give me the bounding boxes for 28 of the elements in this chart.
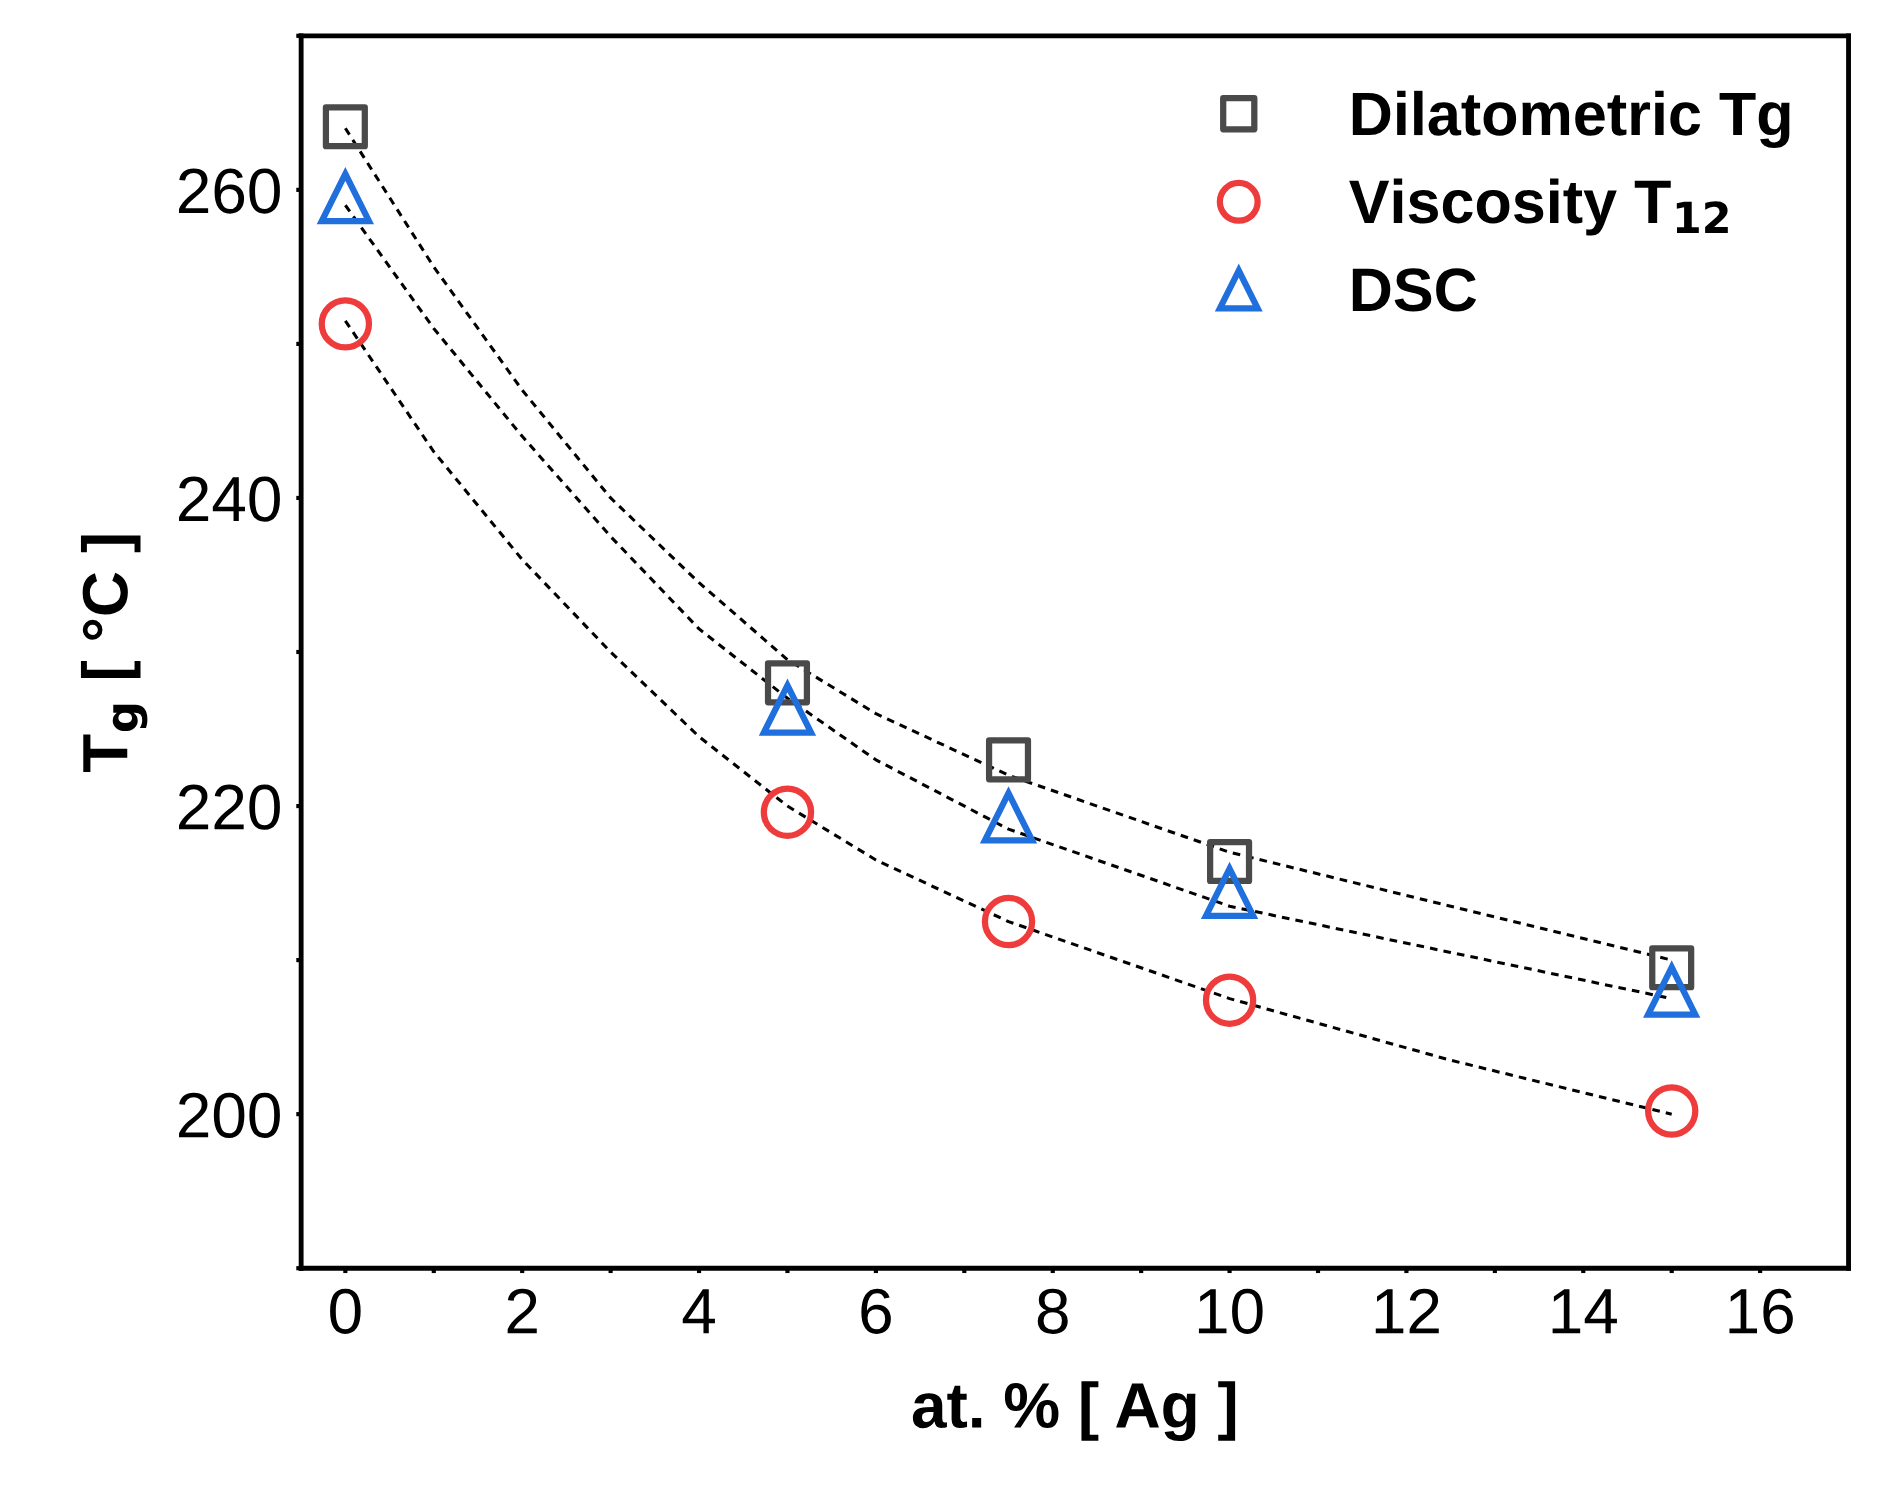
point: [318, 297, 373, 351]
point: [322, 104, 368, 150]
legend-label: Viscosity T$_{12}$: [1349, 178, 1728, 236]
x-tick-label: 8: [1037, 1288, 1068, 1334]
x-tick-label: 4: [682, 1289, 715, 1334]
y-tick-label: 220: [179, 784, 280, 830]
point: [981, 894, 1036, 949]
legend-label: Dilatometric Tg: [1352, 90, 1790, 149]
y-tick-label: 260: [179, 168, 280, 214]
point: [985, 737, 1032, 783]
point: [1207, 838, 1253, 885]
x-tick-label: 12: [1375, 1288, 1439, 1334]
point: [764, 660, 811, 706]
y-tick-label: 200: [179, 1092, 280, 1138]
y-axis-title: T$_{g}$ [ °C ]: [80, 535, 148, 773]
legend-label: DSC: [1352, 268, 1477, 312]
x-tick-label: 10: [1198, 1288, 1263, 1334]
point: [1644, 1084, 1699, 1138]
y-tick-label: 240: [179, 476, 280, 522]
x-tick-label: 2: [507, 1288, 537, 1334]
x-tick-label: 6: [861, 1288, 891, 1334]
point: [1202, 973, 1257, 1027]
x-tick-label: 0: [330, 1288, 361, 1334]
point: [760, 785, 815, 839]
line-series: [343, 319, 1674, 1116]
x-axis-title: at. % [ Ag ]: [912, 1381, 1236, 1442]
x-tick-label: 16: [1729, 1288, 1793, 1334]
x-tick-label: 14: [1552, 1289, 1617, 1334]
